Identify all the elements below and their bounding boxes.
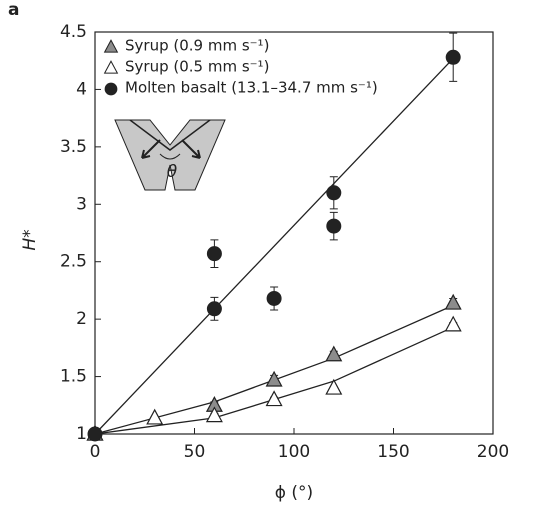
x-tick-label: 50 xyxy=(184,442,206,462)
y-tick-label: 4 xyxy=(76,79,87,99)
y-tick-label: 3 xyxy=(76,194,87,214)
point xyxy=(146,408,164,425)
point xyxy=(444,293,462,310)
inset-diagram: θ xyxy=(114,119,226,191)
legend-marker xyxy=(103,39,119,53)
x-tick-label: 200 xyxy=(477,442,509,462)
point xyxy=(205,406,223,423)
inset-arrow xyxy=(141,139,161,159)
point xyxy=(266,290,282,306)
point xyxy=(206,301,222,317)
point xyxy=(87,426,103,442)
inset-angle xyxy=(159,153,181,160)
point xyxy=(326,185,342,201)
x-tick-label: 150 xyxy=(377,442,409,462)
inset-label: θ xyxy=(167,162,178,182)
inset-channel xyxy=(114,119,226,191)
inset-arrow xyxy=(181,139,201,159)
inset-edge xyxy=(129,119,211,151)
fit-line xyxy=(94,57,454,435)
legend-label: Syrup (0.9 mm s⁻¹) xyxy=(125,37,269,55)
fit-line xyxy=(94,304,454,435)
point xyxy=(326,218,342,234)
y-tick-label: 2 xyxy=(76,309,87,329)
y-tick-label: 1.5 xyxy=(60,367,87,387)
point xyxy=(206,246,222,262)
point xyxy=(265,370,283,387)
legend-marker xyxy=(104,82,118,96)
point xyxy=(325,378,343,395)
x-tick-label: 100 xyxy=(278,442,310,462)
panel-label: a xyxy=(8,0,19,20)
point xyxy=(445,49,461,65)
y-tick-label: 3.5 xyxy=(60,137,87,157)
x-tick-label: 0 xyxy=(90,442,101,462)
legend-label: Syrup (0.5 mm s⁻¹) xyxy=(125,58,269,76)
y-tick-label: 4.5 xyxy=(60,22,87,42)
y-axis-label: H* xyxy=(20,229,40,250)
legend-marker xyxy=(103,60,119,74)
y-tick-label: 1 xyxy=(76,424,87,444)
x-axis-label: ϕ (°) xyxy=(275,483,313,503)
y-tick-label: 2.5 xyxy=(60,252,87,272)
point xyxy=(444,315,462,332)
point xyxy=(325,345,343,362)
legend-label: Molten basalt (13.1–34.7 mm s⁻¹) xyxy=(125,79,378,97)
point xyxy=(265,390,283,407)
